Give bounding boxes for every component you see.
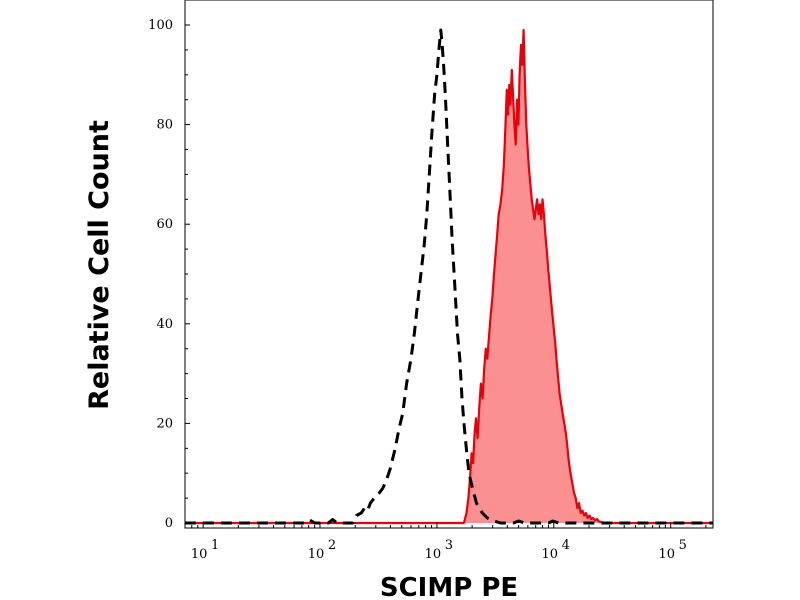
x-tick-label: 10 <box>542 547 559 562</box>
y-axis-title: Relative Cell Count <box>84 120 115 410</box>
x-tick-exponent: 3 <box>445 538 453 553</box>
y-tick-label: 40 <box>156 317 173 332</box>
y-tick-label: 20 <box>156 416 173 431</box>
x-tick-label: 10 <box>191 547 208 562</box>
plot-frame <box>184 0 714 529</box>
series-1-line <box>185 28 713 525</box>
x-tick-label: 10 <box>308 547 325 562</box>
x-tick-exponent: 2 <box>328 538 336 553</box>
y-tick-label: 100 <box>148 18 173 33</box>
series-1-area <box>185 30 713 523</box>
series-0-line <box>185 28 713 525</box>
x-tick-label: 10 <box>658 547 675 562</box>
x-tick-label: 10 <box>425 547 442 562</box>
x-tick-exponent: 1 <box>211 538 219 553</box>
x-axis-title: SCIMP PE <box>380 573 518 600</box>
y-tick-label: 60 <box>156 217 173 232</box>
series-layer <box>185 28 713 525</box>
x-tick-exponent: 5 <box>679 538 687 553</box>
y-tick-label: 80 <box>156 118 173 133</box>
x-tick-exponent: 4 <box>562 538 570 553</box>
y-tick-label: 0 <box>165 516 173 531</box>
